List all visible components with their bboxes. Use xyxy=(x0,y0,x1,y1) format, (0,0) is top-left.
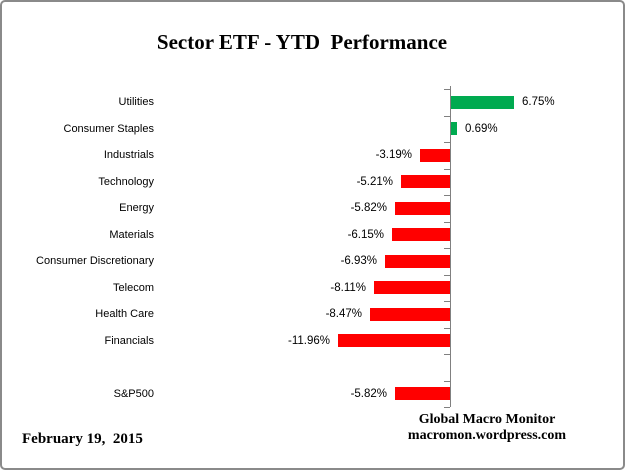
axis-tick xyxy=(444,248,450,249)
category-label: Financials xyxy=(104,335,154,347)
value-label: -8.11% xyxy=(330,282,366,294)
value-label: 6.75% xyxy=(522,96,555,108)
plot-area: Utilities 6.75% Consumer Staples 0.69% Indus… xyxy=(2,86,623,408)
category-axis-line xyxy=(450,86,451,407)
category-label: Energy xyxy=(119,202,154,214)
category-label: Consumer Staples xyxy=(63,123,155,135)
value-label: -3.19% xyxy=(375,149,412,161)
value-label: 0.69% xyxy=(465,123,498,135)
category-label: Telecom xyxy=(113,282,154,294)
bar-positive xyxy=(451,122,457,135)
category-label: Materials xyxy=(109,229,154,241)
axis-tick xyxy=(444,301,450,302)
axis-tick xyxy=(444,381,450,382)
value-label: -5.82% xyxy=(350,388,387,400)
axis-tick xyxy=(444,354,450,355)
bar-negative xyxy=(385,255,450,268)
axis-tick xyxy=(444,195,450,196)
axis-tick xyxy=(444,328,450,329)
category-label: Health Care xyxy=(95,308,154,320)
bar-negative xyxy=(370,308,450,321)
bar-negative xyxy=(420,149,450,162)
brand-block: Global Macro Monitor macromon.wordpress.… xyxy=(400,412,574,444)
brand-url: macromon.wordpress.com xyxy=(407,428,567,443)
value-label: -5.21% xyxy=(356,176,393,188)
bar-negative xyxy=(392,228,450,241)
value-label: -8.47% xyxy=(325,308,362,320)
axis-tick xyxy=(444,222,450,223)
bar-negative xyxy=(395,387,450,400)
axis-tick xyxy=(444,142,450,143)
category-label: Industrials xyxy=(103,149,154,161)
value-label: -11.96% xyxy=(288,335,330,347)
footer-date: February 19, 2015 xyxy=(22,431,143,447)
bar-negative xyxy=(374,281,450,294)
bar-negative xyxy=(401,175,450,188)
axis-tick xyxy=(444,275,450,276)
bar-negative xyxy=(395,202,450,215)
value-label: -6.15% xyxy=(347,229,384,241)
bar-positive xyxy=(451,96,514,109)
category-label: S&P500 xyxy=(113,388,154,400)
value-label: -5.82% xyxy=(350,202,387,214)
category-label: Technology xyxy=(98,176,154,188)
axis-tick xyxy=(444,169,450,170)
category-label: Utilities xyxy=(118,96,154,108)
chart-title: Sector ETF - YTD Performance xyxy=(156,30,448,54)
brand-name: Global Macro Monitor xyxy=(418,412,556,427)
value-label: -6.93% xyxy=(340,255,377,267)
category-label: Consumer Discretionary xyxy=(36,255,154,267)
bar-negative xyxy=(338,334,450,347)
axis-tick xyxy=(444,89,450,90)
axis-tick xyxy=(444,407,450,408)
axis-tick xyxy=(444,116,450,117)
